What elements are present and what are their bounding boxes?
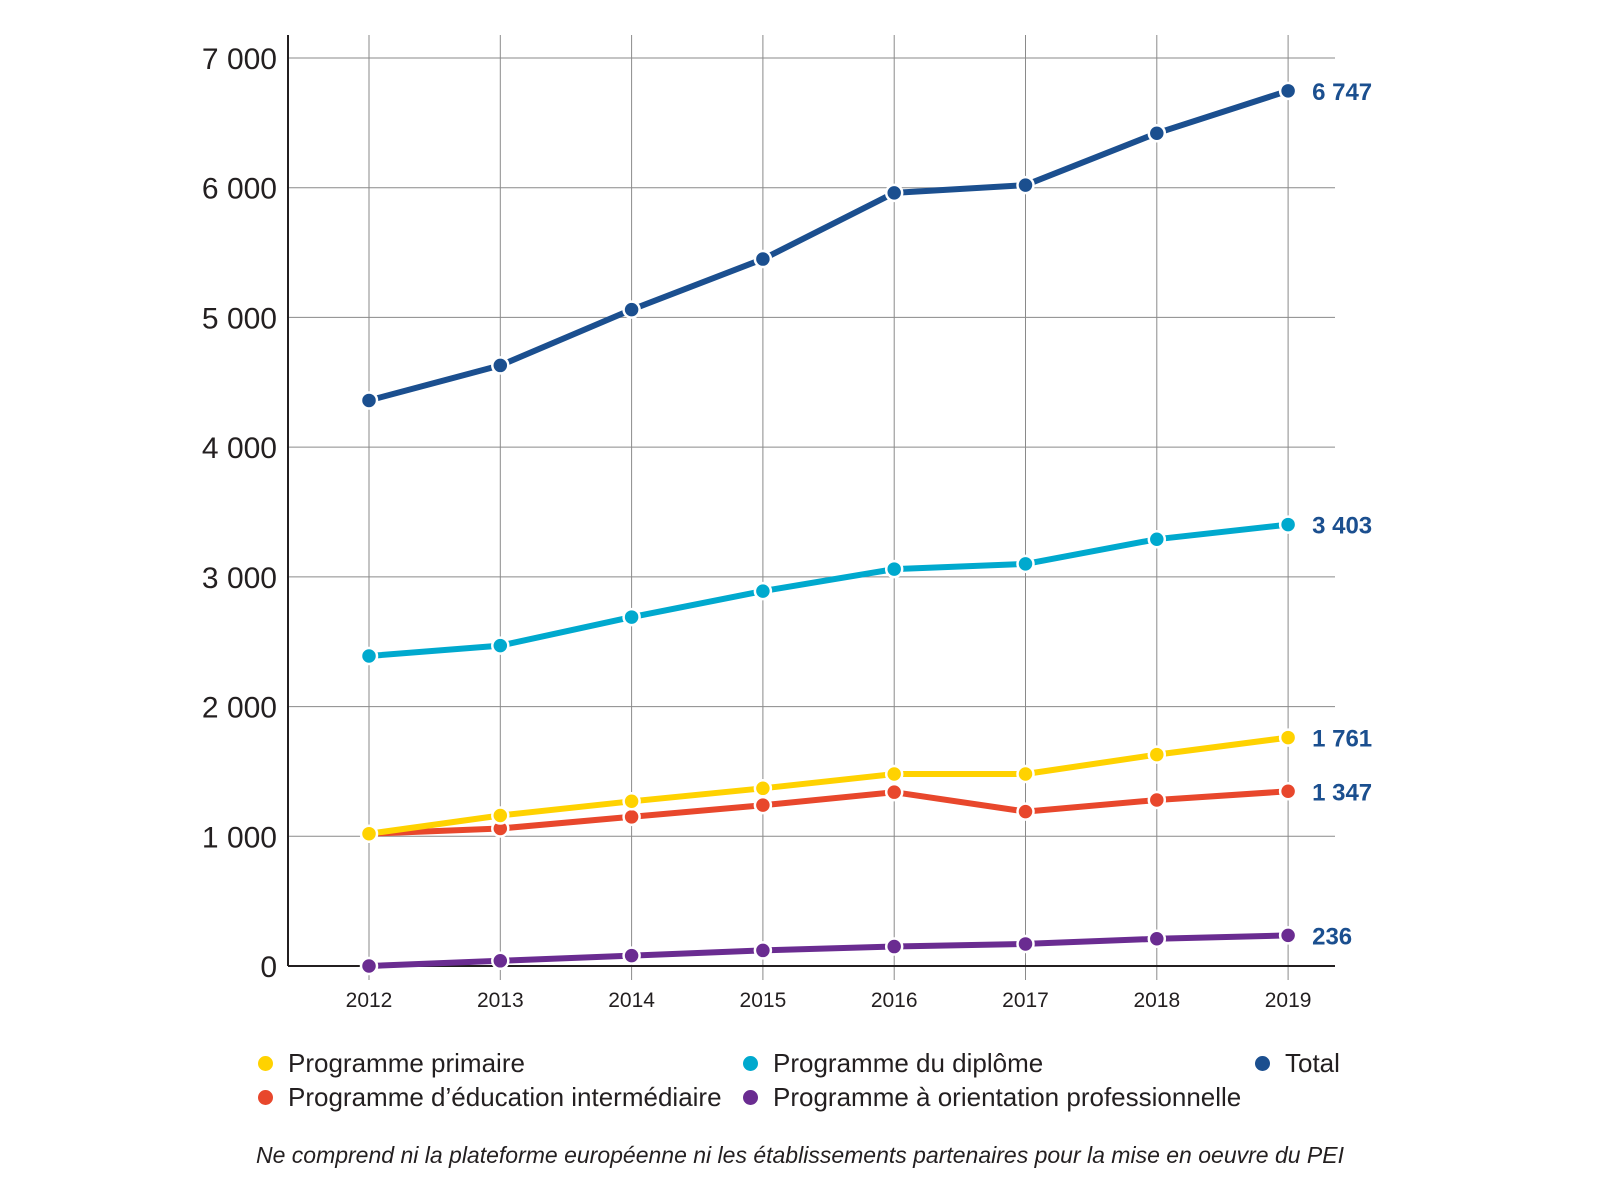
data-point-orientation [491, 951, 510, 971]
data-point-intermediaire [1147, 790, 1167, 810]
x-tick-label: 2014 [608, 989, 655, 1012]
series-line-orientation [366, 932, 1292, 969]
data-point-orientation [359, 956, 379, 976]
legend-item-intermediaire: Programme d’éducation intermédiaire [258, 1082, 722, 1113]
y-tick-label: 6 000 [202, 173, 277, 206]
x-tick-label: 2016 [871, 989, 918, 1012]
data-point-diplome [753, 581, 773, 601]
x-tick-label: 2013 [477, 989, 524, 1012]
data-point-intermediaire [884, 782, 904, 802]
legend-dot-icon [743, 1056, 758, 1071]
y-tick-label: 4 000 [202, 432, 277, 465]
data-point-diplome [1147, 529, 1167, 549]
x-tick-label: 2019 [1265, 989, 1312, 1012]
legend-item-orientation: Programme à orientation professionnelle [743, 1082, 1241, 1113]
data-point-primaire [753, 779, 773, 798]
legend-item-diplome: Programme du diplôme [743, 1048, 1043, 1079]
legend-label: Programme primaire [288, 1048, 525, 1078]
x-tick-label: 2017 [1002, 989, 1049, 1012]
legend-dot-icon [258, 1090, 273, 1105]
y-tick-label: 0 [260, 951, 277, 984]
data-point-orientation [1016, 934, 1035, 954]
legend-dot-icon [743, 1090, 758, 1105]
x-tick-label: 2015 [740, 989, 787, 1012]
legend-label: Programme à orientation professionnelle [773, 1082, 1242, 1112]
data-point-intermediaire [1016, 802, 1035, 821]
data-point-total [622, 300, 641, 319]
data-point-orientation [1147, 929, 1167, 949]
series-line-intermediaire [366, 788, 1292, 837]
data-point-primaire [884, 764, 904, 784]
legend-item-total: Total [1255, 1048, 1340, 1079]
data-point-diplome [359, 646, 379, 666]
data-point-orientation [1278, 926, 1298, 945]
y-tick-label: 1 000 [202, 821, 277, 854]
end-label-orientation: 236 [1312, 923, 1352, 950]
series-layer [359, 81, 1298, 976]
data-point-diplome [491, 636, 510, 655]
end-label-primaire: 1 761 [1312, 726, 1372, 753]
data-point-intermediaire [753, 795, 773, 815]
data-point-diplome [1016, 554, 1035, 574]
legend-dot-icon [1255, 1056, 1270, 1071]
end-label-diplome: 3 403 [1312, 513, 1372, 540]
legend-dot-icon [258, 1056, 273, 1071]
data-point-diplome [622, 607, 641, 627]
data-point-total [359, 391, 379, 410]
legend-label: Programme du diplôme [773, 1048, 1044, 1078]
data-point-total [1147, 123, 1167, 143]
data-point-total [1016, 175, 1035, 195]
end-label-total: 6 747 [1312, 79, 1372, 106]
x-tick-label: 2018 [1133, 989, 1180, 1012]
chart-footnote: Ne comprend ni la plateforme européenne … [255, 1142, 1344, 1168]
data-point-total [491, 356, 510, 375]
data-point-primaire [1147, 745, 1167, 764]
data-point-orientation [622, 946, 641, 965]
data-point-primaire [1278, 728, 1298, 747]
x-axis-ticks: 2012 2013 2014 2015 2016 2017 2018 2019 [346, 989, 1312, 1012]
line-chart: 0 1 000 2 000 3 000 4 000 5 000 6 000 7 000 201… [202, 35, 1372, 1012]
y-tick-label: 2 000 [202, 692, 277, 725]
series-line-primaire [366, 734, 1292, 837]
data-point-intermediaire [622, 807, 641, 827]
data-point-diplome [1278, 515, 1298, 534]
y-tick-label: 5 000 [202, 302, 277, 335]
data-point-total [1278, 81, 1298, 101]
x-tick-label: 2012 [346, 989, 393, 1012]
data-point-primaire [1016, 764, 1035, 784]
chart-legend: Programme primaire Programme du diplôme … [0, 1048, 1600, 1138]
data-point-intermediaire [1278, 782, 1298, 801]
y-axis-ticks: 0 1 000 2 000 3 000 4 000 5 000 6 000 7 000 [202, 43, 277, 984]
end-labels: 236 1 347 1 761 3 403 6 747 [1312, 79, 1372, 951]
y-tick-label: 7 000 [202, 43, 277, 76]
data-point-diplome [884, 559, 904, 579]
data-point-orientation [753, 941, 773, 960]
series-line-diplome [366, 521, 1292, 659]
data-point-primaire [491, 806, 510, 825]
data-point-total [884, 183, 904, 203]
series-line-total [366, 87, 1292, 404]
chart-axes [287, 35, 1335, 967]
legend-label: Total [1285, 1048, 1340, 1078]
data-point-total [753, 249, 773, 269]
y-tick-label: 3 000 [202, 562, 277, 595]
data-point-primaire [359, 824, 379, 843]
end-label-intermediaire: 1 347 [1312, 779, 1372, 806]
legend-label: Programme d’éducation intermédiaire [288, 1082, 722, 1112]
legend-item-primaire: Programme primaire [258, 1048, 525, 1079]
data-point-primaire [622, 792, 641, 811]
data-point-orientation [884, 937, 904, 956]
chart-grid [288, 35, 1335, 980]
